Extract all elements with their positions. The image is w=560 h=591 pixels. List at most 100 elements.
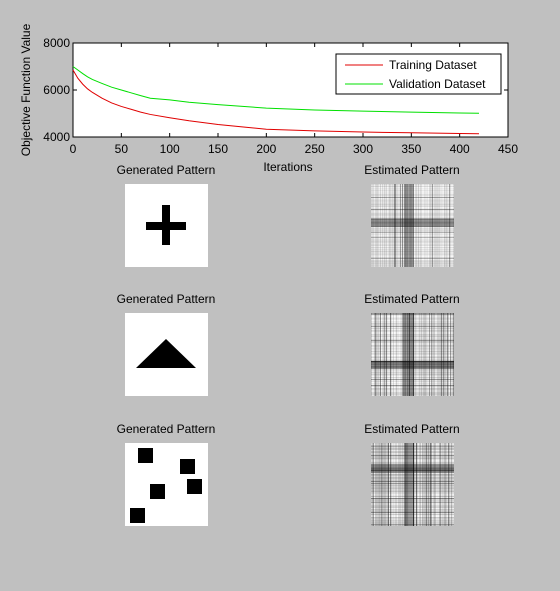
estimated-stripe bbox=[388, 443, 389, 526]
series-lines bbox=[72, 66, 480, 135]
estimated-stripe bbox=[431, 184, 432, 267]
estimated-stripe bbox=[371, 243, 454, 244]
x-tick-label: 200 bbox=[256, 142, 276, 156]
estimated-pattern-title-3: Estimated Pattern bbox=[364, 422, 459, 436]
estimated-stripe bbox=[371, 464, 454, 465]
legend-label-validation: Validation Dataset bbox=[389, 77, 486, 91]
estimated-stripe bbox=[381, 443, 382, 526]
estimated-stripe bbox=[371, 509, 454, 510]
x-axis-label: Iterations bbox=[263, 160, 312, 174]
estimated-stripe bbox=[443, 443, 444, 526]
estimated-stripe bbox=[371, 236, 454, 237]
estimated-stripe bbox=[447, 184, 448, 267]
estimated-stripe bbox=[433, 313, 434, 396]
estimated-pattern-title-1: Estimated Pattern bbox=[364, 163, 459, 177]
estimated-stripe bbox=[380, 313, 381, 396]
estimated-stripe bbox=[412, 313, 413, 396]
estimated-stripe bbox=[417, 443, 418, 526]
estimated-stripe bbox=[371, 520, 454, 521]
estimated-stripe bbox=[420, 313, 421, 396]
estimated-stripe bbox=[371, 478, 454, 479]
estimated-stripe bbox=[371, 242, 454, 243]
estimated-stripe bbox=[371, 446, 454, 447]
estimated-stripe bbox=[422, 313, 423, 396]
estimated-stripe bbox=[371, 234, 454, 235]
estimated-stripe bbox=[371, 482, 454, 483]
estimated-stripe bbox=[414, 313, 415, 396]
estimated-stripe bbox=[371, 238, 454, 239]
estimated-stripe bbox=[431, 313, 432, 396]
estimated-stripe bbox=[444, 313, 445, 396]
estimated-stripe bbox=[375, 313, 376, 396]
estimated-stripe bbox=[371, 191, 454, 192]
estimated-stripe bbox=[371, 340, 454, 341]
estimated-stripe bbox=[400, 443, 401, 526]
estimated-stripe bbox=[383, 313, 384, 396]
estimated-stripe bbox=[371, 339, 454, 340]
estimated-stripe bbox=[399, 184, 400, 267]
estimated-stripe bbox=[371, 220, 454, 221]
series-line-validation-dataset bbox=[72, 66, 480, 114]
estimated-stripe bbox=[404, 313, 405, 396]
estimated-stripe bbox=[453, 184, 454, 267]
estimated-stripe bbox=[371, 224, 454, 225]
estimated-stripe bbox=[371, 333, 454, 334]
estimated-stripe bbox=[371, 194, 454, 195]
estimated-stripe bbox=[371, 334, 454, 335]
estimated-stripe bbox=[371, 265, 454, 266]
estimated-stripe bbox=[371, 189, 454, 190]
estimated-stripe bbox=[446, 313, 447, 396]
estimated-stripe bbox=[371, 227, 454, 228]
legend-box bbox=[335, 53, 502, 95]
estimated-stripe bbox=[424, 184, 425, 267]
estimated-stripe bbox=[410, 443, 411, 526]
estimated-stripe bbox=[371, 499, 454, 500]
estimated-stripe bbox=[371, 384, 454, 385]
estimated-stripe bbox=[409, 443, 410, 526]
estimated-stripe bbox=[371, 463, 454, 464]
estimated-stripe bbox=[434, 313, 435, 396]
estimated-stripe bbox=[371, 197, 454, 198]
estimated-stripe bbox=[371, 327, 454, 328]
estimated-stripe bbox=[371, 341, 454, 342]
estimated-stripe bbox=[375, 443, 376, 526]
estimated-stripe bbox=[371, 500, 454, 501]
estimated-stripe bbox=[371, 492, 454, 493]
estimated-stripe bbox=[371, 188, 454, 189]
estimated-stripe bbox=[429, 313, 430, 396]
estimated-stripe bbox=[371, 494, 454, 495]
estimated-stripe bbox=[371, 497, 454, 498]
estimated-stripe bbox=[371, 504, 454, 505]
estimated-stripe bbox=[436, 184, 437, 267]
estimated-stripe bbox=[413, 443, 414, 526]
estimated-stripe bbox=[371, 512, 454, 513]
estimated-stripe bbox=[444, 184, 445, 267]
estimated-stripe bbox=[430, 184, 431, 267]
estimated-stripe bbox=[371, 380, 454, 381]
estimated-stripe bbox=[376, 443, 377, 526]
estimated-stripe bbox=[371, 211, 454, 212]
estimated-stripe bbox=[371, 202, 454, 203]
estimated-stripe bbox=[371, 443, 454, 444]
estimated-stripe bbox=[371, 331, 454, 332]
estimated-stripe bbox=[371, 395, 454, 396]
estimated-stripe bbox=[441, 313, 442, 396]
estimated-stripe bbox=[447, 443, 448, 526]
estimated-stripe bbox=[371, 344, 454, 345]
estimated-stripe bbox=[402, 443, 403, 526]
estimated-stripe bbox=[401, 184, 402, 267]
estimated-stripe bbox=[371, 475, 454, 476]
estimated-stripe bbox=[371, 323, 454, 324]
estimated-stripe bbox=[371, 226, 454, 227]
estimated-stripe bbox=[391, 313, 392, 396]
estimated-stripe bbox=[371, 248, 454, 249]
estimated-stripe bbox=[371, 445, 454, 446]
estimated-stripe bbox=[371, 519, 454, 520]
estimated-stripe bbox=[371, 521, 454, 522]
estimated-stripe bbox=[371, 353, 454, 354]
estimated-stripe bbox=[371, 348, 454, 349]
estimated-stripe bbox=[371, 370, 454, 371]
estimated-stripe bbox=[433, 443, 434, 526]
estimated-stripe bbox=[451, 313, 452, 396]
estimated-stripe bbox=[425, 443, 426, 526]
